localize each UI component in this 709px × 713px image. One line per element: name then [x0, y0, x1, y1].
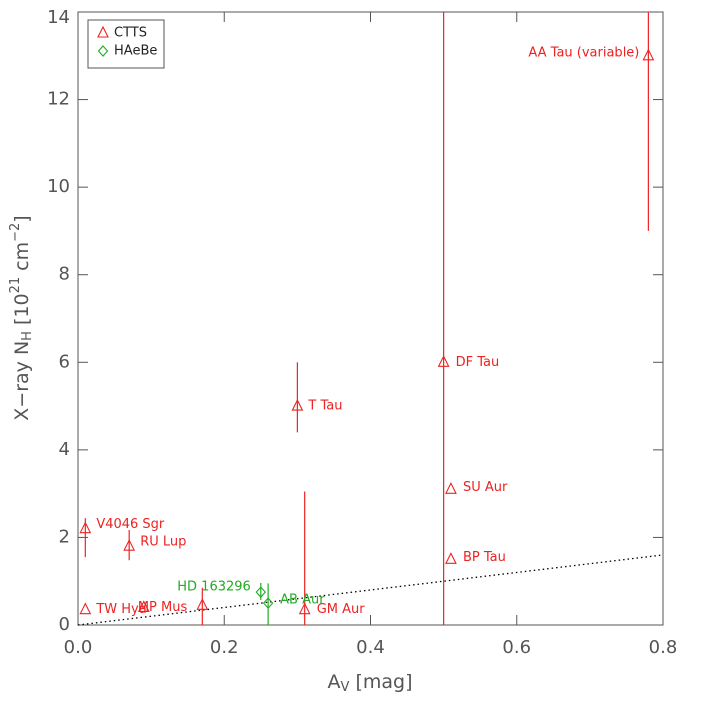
- point-label: AB Aur: [280, 593, 325, 608]
- point-label: MP Mus: [138, 600, 188, 615]
- point: [642, 48, 655, 61]
- y-tick-label: 4: [59, 439, 70, 460]
- point-label: AA Tau (variable): [528, 45, 639, 60]
- point-label: SU Aur: [463, 480, 508, 495]
- y-tick-label: 0: [59, 614, 70, 635]
- point: [445, 552, 457, 564]
- point: [255, 586, 267, 598]
- x-tick-label: 0.2: [210, 637, 239, 658]
- y-tick-label: 8: [59, 264, 70, 285]
- y-axis-label: X−ray NH [1021 cm−2]: [8, 215, 35, 420]
- point: [196, 598, 209, 610]
- point: [437, 355, 450, 367]
- y-tick-label: 10: [47, 176, 70, 197]
- y-tick-label: 6: [59, 351, 70, 372]
- legend-label: CTTS: [114, 26, 147, 41]
- y-tick-label: 14: [47, 7, 70, 28]
- y-tick-label: 12: [47, 89, 70, 110]
- point: [79, 521, 92, 534]
- plot-frame: [77, 11, 664, 626]
- point: [298, 602, 311, 615]
- point: [137, 600, 150, 613]
- point: [291, 398, 304, 411]
- point-label: TW Hya: [95, 602, 146, 617]
- legend-label: HAeBe: [114, 44, 157, 59]
- point-label: T Tau: [307, 399, 342, 414]
- point-label: DF Tau: [456, 355, 500, 370]
- point-label: HD 163296: [177, 580, 251, 595]
- legend-marker: [97, 45, 109, 57]
- point: [123, 538, 136, 551]
- point: [79, 602, 92, 615]
- x-tick-label: 0.4: [356, 637, 385, 658]
- point-label: BP Tau: [463, 550, 506, 565]
- point: [262, 597, 274, 609]
- legend-box: [87, 19, 165, 69]
- point-label: GM Aur: [317, 602, 366, 617]
- legend-marker: [97, 25, 109, 38]
- point: [445, 482, 457, 494]
- point-label: V4046 Sgr: [96, 517, 165, 532]
- point-label: RU Lup: [140, 535, 186, 550]
- y-tick-label: 2: [59, 526, 70, 547]
- x-tick-label: 0.8: [649, 637, 678, 658]
- x-tick-label: 0.0: [64, 637, 93, 658]
- x-axis-label: AV [mag]: [328, 671, 413, 695]
- x-tick-label: 0.6: [502, 637, 531, 658]
- reference-line: [77, 554, 664, 626]
